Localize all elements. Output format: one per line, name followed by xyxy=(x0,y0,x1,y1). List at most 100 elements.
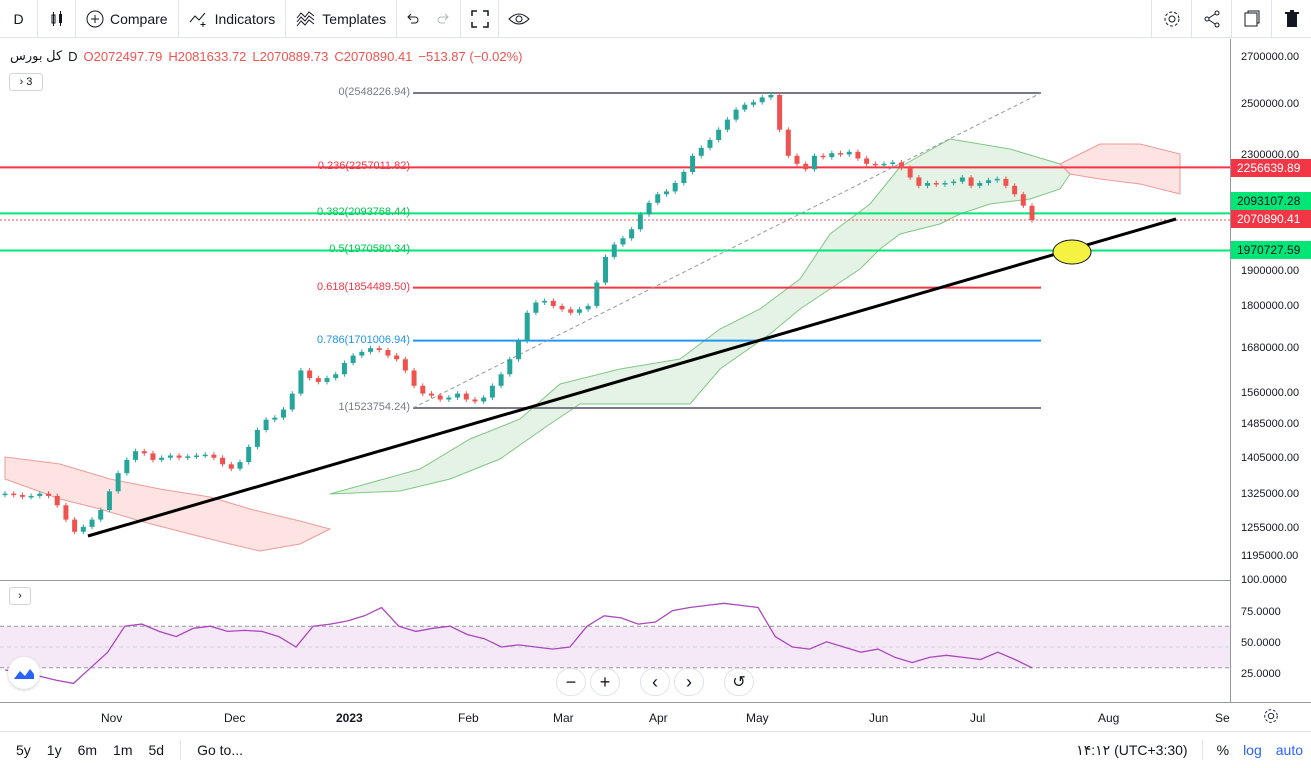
bullish-cloud xyxy=(329,138,1071,495)
candle-body xyxy=(193,455,199,458)
candle-body xyxy=(272,417,278,420)
scroll-right-button[interactable]: › xyxy=(674,668,704,696)
candle-body xyxy=(1029,205,1035,221)
range-1m[interactable]: 1m xyxy=(113,742,133,758)
delete-button[interactable] xyxy=(1271,0,1311,38)
candle-body xyxy=(916,177,922,186)
axis-settings-button[interactable] xyxy=(1262,707,1280,730)
goto-button[interactable]: Go to... xyxy=(197,742,243,758)
rsi-chart-svg xyxy=(0,602,1230,685)
candle-body xyxy=(228,464,234,469)
candle-body xyxy=(202,454,208,457)
price-tick: 2700000.00 xyxy=(1241,51,1300,63)
price-tick: 1800000.00 xyxy=(1241,300,1300,312)
chart-type-button[interactable] xyxy=(38,0,76,38)
scroll-left-button[interactable]: ‹ xyxy=(640,668,670,696)
candle-body xyxy=(489,385,495,398)
redo-button[interactable] xyxy=(427,0,462,38)
time-tick: May xyxy=(746,711,769,725)
settings-button[interactable] xyxy=(1151,0,1191,38)
candle-body xyxy=(803,163,809,170)
candle-body xyxy=(829,153,835,158)
candle-body xyxy=(524,312,530,341)
templates-button[interactable]: Templates xyxy=(286,0,398,38)
candle-body xyxy=(542,300,548,303)
candle-body xyxy=(150,453,156,460)
fullscreen-button[interactable] xyxy=(461,0,500,38)
price-scale[interactable]: 2700000.00 2500000.00 2300000.00 1900000.00… xyxy=(1230,39,1311,703)
timezone-button[interactable]: ۱۴:۱۲ (UTC+3:30) xyxy=(1076,741,1188,758)
candle-body xyxy=(637,214,643,230)
fib-label: 0.786(1701006.94) xyxy=(317,333,410,346)
indicators-toggle[interactable]: › 3 xyxy=(9,73,43,91)
range-5d[interactable]: 5d xyxy=(148,742,165,758)
candle-body xyxy=(768,94,774,98)
time-tick: Mar xyxy=(553,711,574,725)
candle-body xyxy=(977,183,983,186)
time-axis[interactable]: Nov Dec 2023 Feb Mar Apr May Jun Jul Aug Se xyxy=(0,702,1311,730)
time-tick: Feb xyxy=(458,711,479,725)
interval-button[interactable]: D xyxy=(0,0,38,38)
minus-icon: − xyxy=(565,671,577,692)
symbol-name[interactable]: کل بورس xyxy=(10,48,63,63)
candle-body xyxy=(11,493,17,496)
candle-body xyxy=(307,370,313,379)
eye-button[interactable] xyxy=(499,0,539,38)
auto-toggle[interactable]: auto xyxy=(1275,742,1303,758)
candle-body xyxy=(394,355,400,360)
candle-body xyxy=(585,305,591,310)
candle-body xyxy=(211,454,217,458)
main-chart-svg xyxy=(0,92,1230,552)
rsi-pane[interactable] xyxy=(0,580,1230,702)
candle-body xyxy=(315,378,321,382)
rsi-tick: 75.0000 xyxy=(1241,606,1281,618)
candle-body xyxy=(655,194,661,203)
price-tick: 1680000.00 xyxy=(1241,342,1300,354)
undo-button[interactable] xyxy=(397,0,427,38)
zoom-out-button[interactable]: − xyxy=(556,668,586,696)
price-tick: 1325000.00 xyxy=(1241,488,1300,500)
percent-toggle[interactable]: % xyxy=(1216,742,1230,758)
candle-body xyxy=(603,256,609,283)
reset-chart-button[interactable]: ↺ xyxy=(724,668,754,696)
candle-body xyxy=(220,457,226,465)
candle-body xyxy=(620,238,626,245)
price-tick: 1255000.00 xyxy=(1241,522,1300,534)
trend-line xyxy=(87,217,1177,538)
fib-label: 0.236(2257011.82) xyxy=(317,160,410,173)
candles-group xyxy=(2,92,1035,535)
templates-label: Templates xyxy=(322,10,387,27)
snapshot-button[interactable] xyxy=(1231,0,1271,38)
main-chart-pane[interactable] xyxy=(0,39,1230,579)
legend-low: L2070889.73 xyxy=(252,48,329,64)
candle-body xyxy=(1012,185,1018,195)
candle-body xyxy=(19,495,25,497)
candle-body xyxy=(872,163,878,166)
candle-body xyxy=(141,451,147,454)
series-legend: کل بورس D O2072497.79 H2081633.72 L20708… xyxy=(10,48,522,64)
fib-label: 0.382(2093768.44) xyxy=(317,206,410,219)
range-5y[interactable]: 5y xyxy=(16,742,31,758)
rsi-tick: 100.0000 xyxy=(1241,574,1287,586)
interval-label: D xyxy=(13,10,24,27)
log-toggle[interactable]: log xyxy=(1243,742,1262,758)
zoom-in-button[interactable]: + xyxy=(590,668,620,696)
logo-icon[interactable] xyxy=(8,657,40,689)
candle-body xyxy=(46,493,52,496)
candle-body xyxy=(455,393,461,398)
candle-body xyxy=(420,385,426,394)
candle-body xyxy=(133,451,139,460)
range-1y[interactable]: 1y xyxy=(46,742,62,758)
share-button[interactable] xyxy=(1191,0,1231,38)
candle-body xyxy=(359,351,365,356)
rsi-collapse-button[interactable]: › xyxy=(9,587,31,605)
fib-label: 0.5(1970580.34) xyxy=(329,243,410,256)
range-6m[interactable]: 6m xyxy=(77,742,98,758)
indicators-button[interactable]: Indicators xyxy=(179,0,287,38)
candle-body xyxy=(1020,194,1026,206)
compare-button[interactable]: Compare xyxy=(76,0,179,38)
candle-body xyxy=(777,94,783,130)
candle-body xyxy=(759,97,765,103)
candle-body xyxy=(159,457,165,460)
